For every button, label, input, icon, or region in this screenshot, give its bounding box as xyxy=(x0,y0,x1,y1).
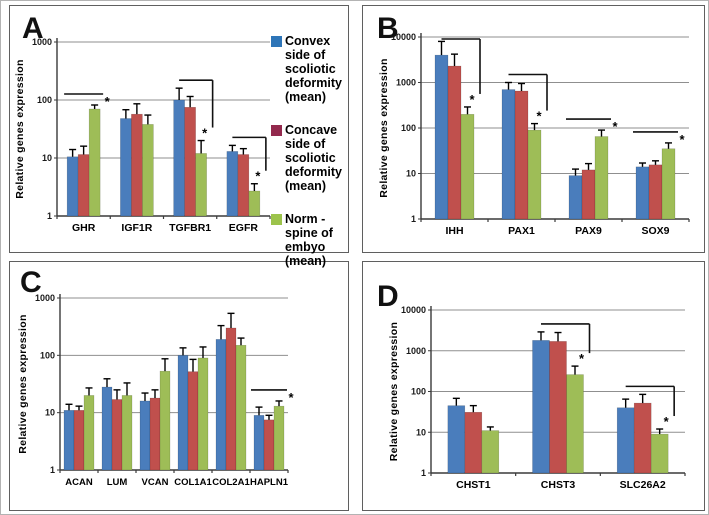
legend: Convex side of scoliotic deformity (mean… xyxy=(271,34,350,268)
svg-text:1000: 1000 xyxy=(32,37,52,47)
svg-text:HAPLN1: HAPLN1 xyxy=(250,477,289,488)
svg-text:1: 1 xyxy=(421,468,426,478)
svg-text:CHST1: CHST1 xyxy=(456,479,491,491)
svg-text:SLC26A2: SLC26A2 xyxy=(620,479,666,491)
svg-text:*: * xyxy=(679,132,685,147)
chart-c: 1 10 100 1000 ACAN LUM VCAN COL1A1 COL2A1 HAPLN1 *… xyxy=(17,293,294,488)
svg-text:LUM: LUM xyxy=(107,477,128,488)
svg-text:*: * xyxy=(105,94,111,109)
legend-item-label: Norm - spine of embyo (mean) xyxy=(285,212,333,268)
svg-text:1: 1 xyxy=(47,211,52,221)
svg-text:IHH: IHH xyxy=(445,225,463,237)
svg-text:PAX1: PAX1 xyxy=(508,225,535,237)
legend-item-label: Convex side of scoliotic deformity (mean… xyxy=(285,34,342,104)
panel-letter-b: B xyxy=(377,12,399,45)
legend-swatch-icon xyxy=(271,125,282,136)
svg-text:EGFR: EGFR xyxy=(229,222,259,234)
svg-text:1000: 1000 xyxy=(35,293,55,303)
svg-text:10: 10 xyxy=(416,427,426,437)
svg-text:10: 10 xyxy=(45,408,55,418)
svg-text:PAX9: PAX9 xyxy=(575,225,602,237)
svg-text:*: * xyxy=(202,126,208,141)
legend-item-label: Concave side of scoliotic deformity (mea… xyxy=(285,123,342,193)
panel-d: D 1 10 100 1000 10000 CHST1 CHST3 SLC26A2 * * Rela… xyxy=(362,261,705,511)
svg-text:CHST3: CHST3 xyxy=(541,479,576,491)
legend-swatch-icon xyxy=(271,36,282,47)
svg-text:10000: 10000 xyxy=(391,32,416,42)
svg-text:*: * xyxy=(612,119,618,134)
svg-text:*: * xyxy=(664,414,670,429)
svg-text:1: 1 xyxy=(411,214,416,224)
svg-text:TGFBR1: TGFBR1 xyxy=(169,222,211,234)
svg-text:Relative genes expression: Relative genes expression xyxy=(14,59,26,198)
chart-a: 1 10 100 1000 GHR IGF1R TGFBR1 EGFR * * * Relative … xyxy=(14,37,271,234)
legend-item-1: Concave side of scoliotic deformity (mea… xyxy=(271,123,350,193)
chart-b: 1 10 100 1000 10000 IHH PAX1 PAX9 SOX9 * * * * Relati… xyxy=(378,32,690,237)
chart-d: 1 10 100 1000 10000 CHST1 CHST3 SLC26A2 * * Relati… xyxy=(388,305,686,491)
svg-text:GHR: GHR xyxy=(72,222,96,234)
svg-text:Relative genes expression: Relative genes expression xyxy=(17,314,29,453)
svg-text:10000: 10000 xyxy=(401,305,426,315)
legend-item-2: Norm - spine of embyo (mean) xyxy=(271,212,350,268)
svg-text:100: 100 xyxy=(40,350,55,360)
svg-text:IGF1R: IGF1R xyxy=(121,222,152,234)
panel-letter-c: C xyxy=(20,266,42,299)
panel-b: B 1 10 100 1000 10000 IHH PAX1 PAX9 SOX9 * * * * Rela… xyxy=(362,5,705,253)
svg-text:*: * xyxy=(469,92,475,107)
panel-letter-d: D xyxy=(377,280,399,313)
svg-text:*: * xyxy=(536,109,542,124)
svg-text:*: * xyxy=(255,169,261,184)
legend-swatch-icon xyxy=(271,214,282,225)
svg-text:100: 100 xyxy=(411,387,426,397)
panel-letter-a: A xyxy=(22,12,44,45)
svg-text:100: 100 xyxy=(37,95,52,105)
svg-text:10: 10 xyxy=(406,169,416,179)
svg-text:COL1A1: COL1A1 xyxy=(174,477,212,488)
svg-text:Relative genes expression: Relative genes expression xyxy=(388,322,400,461)
svg-text:1000: 1000 xyxy=(406,346,426,356)
svg-text:COL2A1: COL2A1 xyxy=(212,477,250,488)
svg-text:Relative genes expression: Relative genes expression xyxy=(378,58,390,197)
svg-text:100: 100 xyxy=(401,123,416,133)
panel-a: A 1 10 100 1000 GHR IGF1R TGFBR1 EGFR * * * Relativ… xyxy=(9,5,349,268)
svg-text:10: 10 xyxy=(42,153,52,163)
svg-text:1000: 1000 xyxy=(396,78,416,88)
panel-c: C 1 10 100 1000 ACAN LUM VCAN COL1A1 COL2A1 HAPLN… xyxy=(9,261,349,511)
svg-text:*: * xyxy=(579,351,585,366)
svg-text:VCAN: VCAN xyxy=(142,477,169,488)
legend-item-0: Convex side of scoliotic deformity (mean… xyxy=(271,34,350,104)
svg-text:ACAN: ACAN xyxy=(65,477,93,488)
svg-text:1: 1 xyxy=(50,465,55,475)
svg-text:*: * xyxy=(288,390,294,405)
svg-text:SOX9: SOX9 xyxy=(641,225,669,237)
